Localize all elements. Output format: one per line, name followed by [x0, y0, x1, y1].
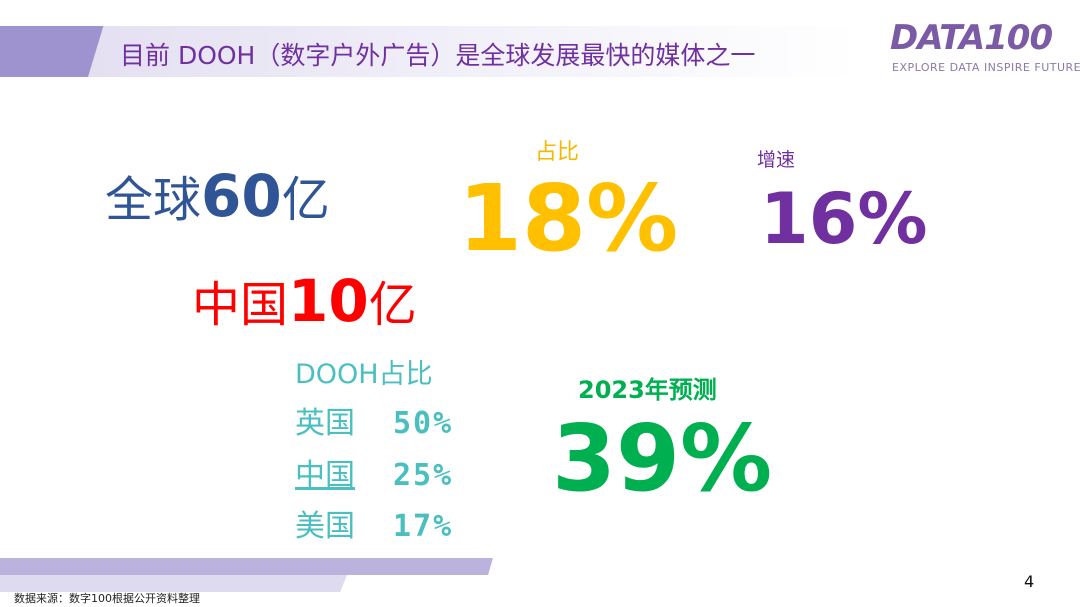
share-label: 占比: [535, 140, 580, 165]
china-prefix: 中国: [192, 277, 289, 333]
logo-tagline: EXPLORE DATA INSPIRE FUTURE: [892, 61, 1080, 74]
dooh-share-row: 中国 25%: [295, 450, 453, 494]
global-number: 60: [201, 162, 282, 230]
global-market-size: 全球60亿: [105, 160, 330, 230]
dooh-share-row: 英国 50%: [295, 398, 453, 442]
country: 英国: [295, 406, 355, 441]
share-pct: 17%: [393, 509, 454, 544]
footer-band-light: [0, 575, 347, 592]
country: 美国: [295, 509, 355, 544]
china-market-size: 中国10亿: [192, 265, 417, 335]
growth-value: 16%: [760, 178, 928, 260]
title-band: [88, 26, 858, 77]
dooh-share-row: 美国 17%: [295, 501, 453, 545]
source-note: 数据来源：数字100根据公开资料整理: [14, 592, 200, 605]
share-pct: 25%: [393, 458, 454, 493]
global-prefix: 全球: [105, 172, 202, 228]
footer-band: [0, 558, 493, 575]
dooh-share-label: DOOH占比: [295, 359, 433, 390]
forecast-label: 2023年预测: [578, 376, 717, 404]
logo: DATA100: [890, 18, 1053, 58]
forecast-value: 39%: [552, 405, 773, 512]
china-suffix: 亿: [368, 277, 417, 333]
share-value: 18%: [458, 165, 679, 272]
growth-label: 增速: [757, 149, 796, 171]
china-number: 10: [288, 267, 369, 335]
title-band-accent: [0, 26, 105, 77]
share-pct: 50%: [393, 406, 454, 441]
global-suffix: 亿: [281, 172, 330, 228]
page-number: 4: [1024, 572, 1035, 591]
country-link[interactable]: 中国: [295, 458, 355, 493]
slide-title: 目前 DOOH（数字户外广告）是全球发展最快的媒体之一: [120, 41, 756, 70]
